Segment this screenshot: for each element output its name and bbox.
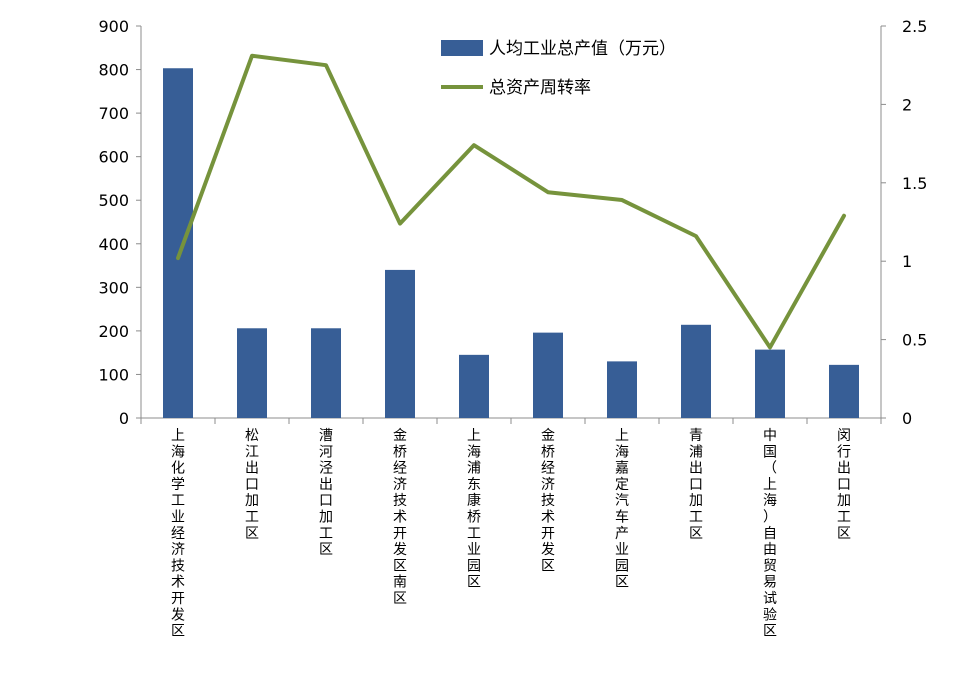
category-label: 上海化学工业经济技术开发区 (171, 428, 185, 640)
right-axis-tick-label: 1.5 (902, 174, 927, 193)
bar (755, 349, 785, 418)
right-axis-tick-label: 2 (902, 95, 912, 114)
left-axis-tick-label: 300 (98, 278, 129, 297)
legend: 人均工业总产值（万元） 总资产周转率 (441, 39, 676, 98)
category-label: 中国（上海）自由贸易试验区 (763, 428, 777, 640)
category-labels: 上海化学工业经济技术开发区 松江出口加工区 漕河泾出口加工区 金桥经济技术开发区南区 上… (171, 428, 851, 640)
category-label: 金桥经济技术开发区 (541, 428, 555, 574)
left-axis-tick-label: 600 (98, 148, 129, 167)
left-axis-tick-label: 100 (98, 365, 129, 384)
left-axis-tick-label: 500 (98, 191, 129, 210)
category-label: 青浦出口加工区 (689, 428, 703, 542)
left-axis-tick-label: 0 (119, 409, 129, 428)
axes: 0 100 200 300 400 500 600 700 800 900 0 0.5 1 1.5 2 2.5 (98, 17, 927, 428)
bar-series (163, 68, 859, 418)
bar (163, 68, 193, 418)
bar (311, 328, 341, 418)
legend-line-label: 总资产周转率 (489, 78, 591, 98)
right-axis-tick-label: 1 (902, 252, 912, 271)
category-label: 上海嘉定汽车产业园区 (615, 428, 629, 591)
left-axis-tick-label: 800 (98, 61, 129, 80)
bar (829, 364, 859, 418)
line-series-path (176, 53, 846, 350)
bar (237, 328, 267, 418)
left-axis-tick-label: 200 (98, 322, 129, 341)
legend-bar-label: 人均工业总产值（万元） (489, 39, 676, 59)
left-axis-tick-label: 400 (98, 235, 129, 254)
right-axis-tick-label: 0 (902, 409, 912, 428)
category-label: 松江出口加工区 (245, 428, 259, 542)
legend-bar-swatch (441, 40, 483, 56)
category-label: 闵行出口加工区 (837, 428, 851, 542)
right-axis-tick-label: 0.5 (902, 331, 927, 350)
left-axis-tick-label: 900 (98, 17, 129, 36)
category-label: 金桥经济技术开发区南区 (393, 428, 407, 607)
bar (681, 324, 711, 418)
category-label: 漕河泾出口加工区 (319, 428, 333, 558)
bar (607, 361, 637, 418)
left-axis-tick-label: 700 (98, 104, 129, 123)
bar (533, 332, 563, 418)
category-label: 上海浦东康桥工业园区 (467, 428, 481, 591)
line-series (176, 53, 846, 350)
right-axis-tick-label: 2.5 (902, 17, 927, 36)
bar (459, 354, 489, 418)
bar (385, 269, 415, 418)
